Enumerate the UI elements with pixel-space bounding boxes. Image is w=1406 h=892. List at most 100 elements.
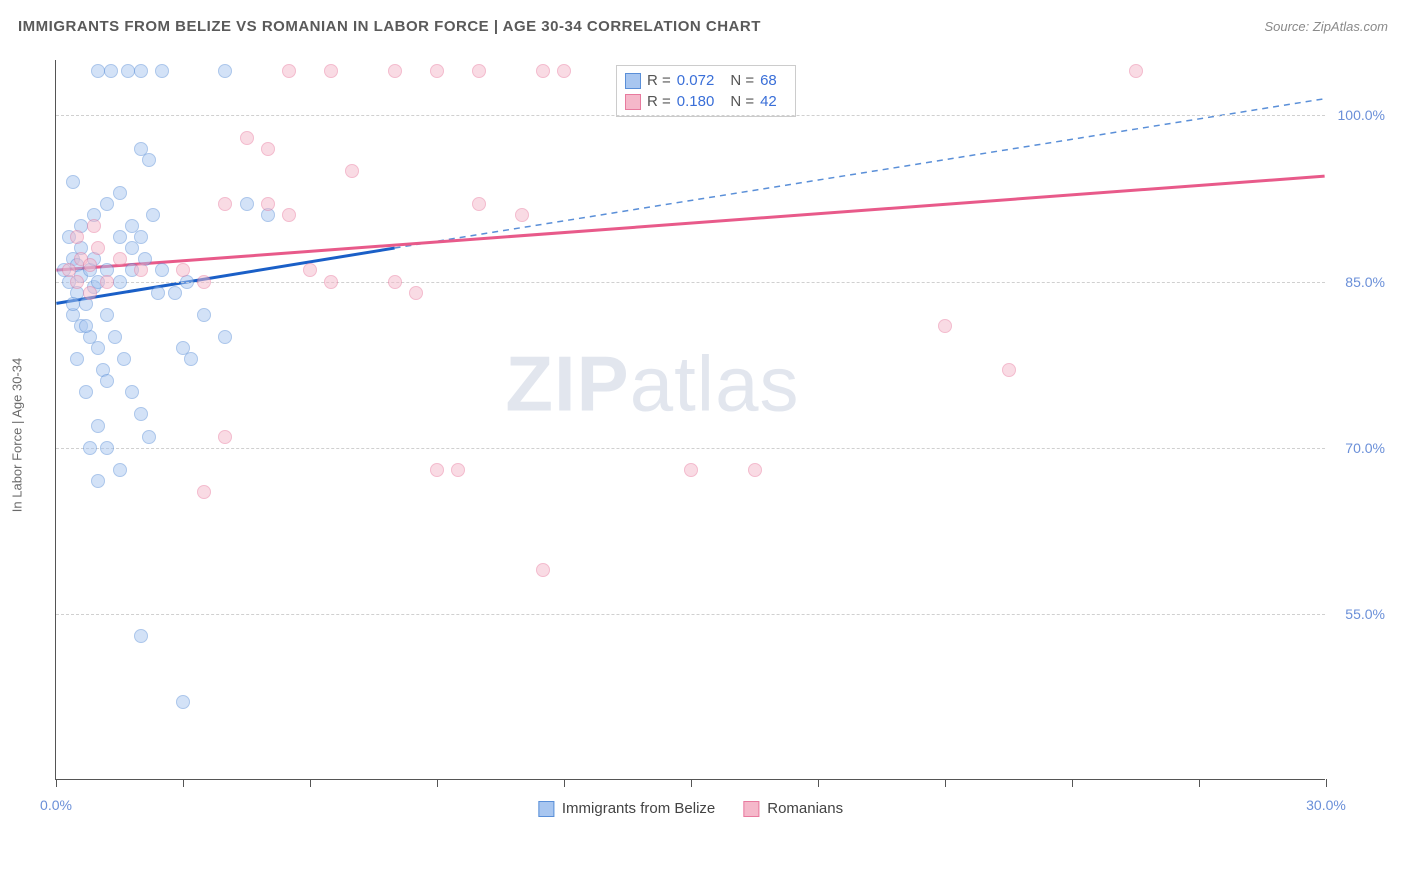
data-point: [218, 197, 232, 211]
chart-title: IMMIGRANTS FROM BELIZE VS ROMANIAN IN LA…: [18, 18, 761, 35]
data-point: [155, 263, 169, 277]
data-point: [261, 142, 275, 156]
data-point: [430, 64, 444, 78]
data-point: [79, 319, 93, 333]
x-tick: [818, 779, 819, 787]
x-tick: [56, 779, 57, 787]
x-tick: [183, 779, 184, 787]
data-point: [536, 64, 550, 78]
data-point: [324, 275, 338, 289]
x-tick: [945, 779, 946, 787]
stat-r-value: 0.072: [677, 72, 715, 89]
y-axis-label: In Labor Force | Age 30-34: [10, 358, 25, 512]
x-tick: [310, 779, 311, 787]
data-point: [218, 430, 232, 444]
data-point: [197, 275, 211, 289]
data-point: [151, 286, 165, 300]
data-point: [197, 485, 211, 499]
legend-item: Romanians: [743, 800, 843, 817]
data-point: [430, 463, 444, 477]
stat-r-label: R =: [647, 93, 671, 110]
legend-statistics: R = 0.072 N = 68 R = 0.180 N = 42: [616, 65, 796, 117]
data-point: [176, 695, 190, 709]
data-point: [91, 474, 105, 488]
x-tick: [691, 779, 692, 787]
data-point: [66, 297, 80, 311]
data-point: [1002, 363, 1016, 377]
data-point: [113, 252, 127, 266]
stat-n-label: N =: [730, 93, 754, 110]
legend-stat-row: R = 0.180 N = 42: [625, 91, 787, 112]
data-point: [176, 263, 190, 277]
data-point: [282, 208, 296, 222]
x-tick-label: 30.0%: [1306, 797, 1346, 813]
data-point: [388, 64, 402, 78]
legend-label: Immigrants from Belize: [562, 800, 715, 817]
y-tick-label: 55.0%: [1330, 606, 1385, 622]
data-point: [218, 330, 232, 344]
data-point: [324, 64, 338, 78]
data-point: [108, 330, 122, 344]
stat-n-label: N =: [730, 72, 754, 89]
data-point: [472, 64, 486, 78]
data-point: [938, 319, 952, 333]
data-point: [451, 463, 465, 477]
data-point: [146, 208, 160, 222]
legend-swatch: [743, 801, 759, 817]
data-point: [83, 258, 97, 272]
x-tick: [564, 779, 565, 787]
data-point: [113, 463, 127, 477]
data-point: [83, 441, 97, 455]
data-point: [168, 286, 182, 300]
data-point: [303, 263, 317, 277]
y-tick-label: 85.0%: [1330, 274, 1385, 290]
stat-n-value: 68: [760, 72, 777, 89]
x-tick: [1072, 779, 1073, 787]
gridline: [56, 115, 1325, 116]
data-point: [134, 230, 148, 244]
data-point: [83, 286, 97, 300]
chart-container: In Labor Force | Age 30-34 ZIPatlas R =0…: [45, 55, 1385, 815]
data-point: [66, 175, 80, 189]
legend-stat-row: R =0.072N =68: [625, 70, 787, 91]
legend-series: Immigrants from Belize Romanians: [538, 800, 843, 817]
data-point: [134, 629, 148, 643]
data-point: [70, 352, 84, 366]
data-point: [472, 197, 486, 211]
data-point: [345, 164, 359, 178]
data-point: [142, 430, 156, 444]
legend-swatch: [625, 94, 641, 110]
data-point: [100, 197, 114, 211]
data-point: [100, 441, 114, 455]
x-tick: [1199, 779, 1200, 787]
data-point: [104, 64, 118, 78]
y-tick-label: 70.0%: [1330, 440, 1385, 456]
gridline: [56, 614, 1325, 615]
data-point: [240, 131, 254, 145]
data-point: [134, 263, 148, 277]
data-point: [184, 352, 198, 366]
data-point: [91, 241, 105, 255]
stat-r-value: 0.180: [677, 93, 715, 110]
data-point: [134, 407, 148, 421]
data-point: [70, 275, 84, 289]
data-point: [240, 197, 254, 211]
data-point: [218, 64, 232, 78]
data-point: [79, 385, 93, 399]
gridline: [56, 282, 1325, 283]
data-point: [515, 208, 529, 222]
trend-line: [395, 99, 1325, 248]
watermark-bold: ZIP: [505, 339, 629, 427]
legend-swatch: [538, 801, 554, 817]
data-point: [684, 463, 698, 477]
data-point: [91, 419, 105, 433]
data-point: [261, 197, 275, 211]
data-point: [125, 385, 139, 399]
data-point: [100, 275, 114, 289]
data-point: [134, 64, 148, 78]
data-point: [748, 463, 762, 477]
legend-swatch: [625, 73, 641, 89]
trend-lines: [56, 60, 1325, 779]
legend-item: Immigrants from Belize: [538, 800, 715, 817]
stat-n-value: 42: [760, 93, 777, 110]
